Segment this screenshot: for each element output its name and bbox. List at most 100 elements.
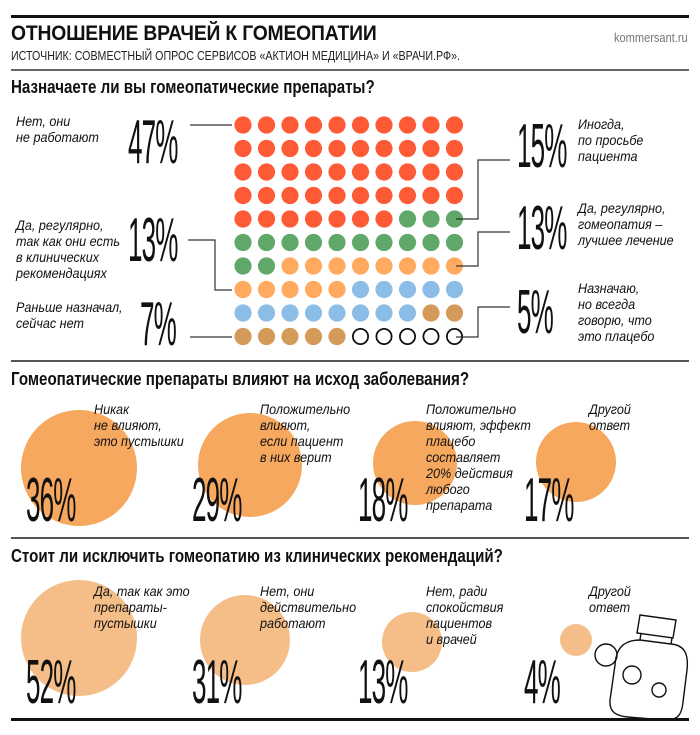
waffle-dot-sometimes bbox=[375, 233, 393, 252]
s2-pct-3: 17% bbox=[524, 466, 574, 535]
waffle-dot-placebo bbox=[422, 327, 440, 345]
waffle-dot-sometimes bbox=[328, 233, 346, 252]
question-3-title: Стоит ли исключить гомеопатию из клиниче… bbox=[11, 546, 503, 566]
pct-best: 13% bbox=[517, 194, 567, 263]
bottle-body-icon bbox=[609, 639, 689, 721]
waffle-dot-no bbox=[304, 163, 323, 181]
brand-link[interactable]: kommersant.ru bbox=[614, 30, 688, 45]
s3-bubble-1 bbox=[200, 595, 290, 685]
waffle-dot-no bbox=[351, 186, 370, 205]
waffle-dot-no bbox=[234, 186, 252, 205]
question-1-title: Назначаете ли вы гомеопатические препара… bbox=[11, 77, 375, 97]
waffle-dot-no bbox=[234, 163, 252, 181]
waffle-dot-best bbox=[304, 280, 323, 299]
waffle-dot-no bbox=[257, 116, 276, 134]
waffle-dot-no bbox=[281, 210, 299, 228]
waffle-dot-best bbox=[234, 280, 252, 299]
waffle-dot-sometimes bbox=[281, 233, 299, 252]
waffle-dot-no bbox=[304, 186, 323, 205]
waffle-dot-best bbox=[257, 280, 276, 299]
waffle-dot-sometimes bbox=[304, 233, 323, 252]
waffle-dot-no bbox=[422, 163, 440, 181]
waffle-dot-sometimes bbox=[398, 210, 417, 228]
waffle-dot-guidelines bbox=[398, 304, 417, 322]
waffle-dot-no bbox=[445, 139, 464, 158]
waffle-dot-sometimes bbox=[422, 210, 440, 228]
waffle-dot-best bbox=[422, 257, 440, 275]
top-rule bbox=[11, 15, 689, 18]
waffle-dot-no bbox=[398, 139, 417, 158]
waffle-dot-no bbox=[375, 186, 393, 205]
label-no: Нет, они не работают bbox=[16, 113, 99, 145]
s2-pct-0: 36% bbox=[26, 466, 76, 535]
waffle-dot-sometimes bbox=[351, 233, 370, 252]
source-note: ИСТОЧНИК: СОВМЕСТНЫЙ ОПРОС СЕРВИСОВ «АКТ… bbox=[11, 48, 461, 63]
s2-bubble-2 bbox=[373, 421, 457, 505]
waffle-dot-guidelines bbox=[304, 304, 323, 322]
bottom-rule bbox=[11, 718, 689, 721]
waffle-dot-former bbox=[304, 327, 323, 346]
waffle-dot-no bbox=[304, 139, 323, 158]
waffle-dot-guidelines bbox=[445, 280, 464, 299]
waffle-dot-no bbox=[445, 186, 464, 205]
waffle-dot-guidelines bbox=[375, 280, 393, 299]
s2-bubble-0 bbox=[21, 410, 137, 526]
waffle-dot-best bbox=[328, 257, 346, 275]
waffle-dot-best bbox=[304, 257, 323, 275]
s2-label-3: Другой ответ bbox=[589, 401, 631, 433]
waffle-dot-sometimes bbox=[445, 233, 464, 252]
waffle-dot-no bbox=[328, 163, 346, 181]
waffle-dot-no bbox=[257, 186, 276, 205]
waffle-dot-guidelines bbox=[281, 304, 299, 322]
waffle-dot-former bbox=[257, 327, 276, 346]
s3-label-2: Нет, ради спокойствия пациентов и врачей bbox=[426, 583, 504, 647]
s3-pct-0: 52% bbox=[26, 648, 76, 717]
waffle-dot-best bbox=[445, 257, 464, 275]
waffle-dot-no bbox=[304, 116, 323, 134]
s3-label-0: Да, так как это препараты- пустышки bbox=[94, 583, 190, 631]
pct-former: 7% bbox=[140, 290, 177, 359]
waffle-dot-sometimes bbox=[445, 210, 464, 228]
waffle-dot-former bbox=[234, 327, 252, 346]
pct-no: 47% bbox=[128, 108, 178, 177]
waffle-dot-no bbox=[375, 116, 393, 134]
waffle-dot-no bbox=[328, 186, 346, 205]
waffle-dot-best bbox=[398, 257, 417, 275]
header-divider bbox=[11, 69, 689, 71]
s3-label-3: Другой ответ bbox=[589, 583, 631, 615]
waffle-dot-best bbox=[351, 257, 370, 275]
waffle-dot-no bbox=[398, 186, 417, 205]
question-2-title: Гомеопатические препараты влияют на исхо… bbox=[11, 369, 470, 389]
bottle-neck-icon bbox=[639, 632, 673, 645]
bottle-cap-icon bbox=[636, 614, 677, 639]
waffle-dot-no bbox=[351, 210, 370, 228]
connector-placebo bbox=[456, 306, 510, 338]
waffle-dot-no bbox=[328, 139, 346, 158]
waffle-dot-sometimes bbox=[398, 233, 417, 252]
waffle-dot-no bbox=[234, 116, 252, 134]
waffle-dot-sometimes bbox=[234, 233, 252, 252]
waffle-dot-guidelines bbox=[398, 280, 417, 299]
s3-pct-1: 31% bbox=[192, 648, 242, 717]
s2-pct-1: 29% bbox=[192, 466, 242, 535]
connector-sometimes bbox=[456, 159, 510, 220]
pct-guidelines: 13% bbox=[128, 206, 178, 275]
waffle-dot-no bbox=[351, 116, 370, 134]
waffle-dot-no bbox=[445, 116, 464, 134]
waffle-dot-sometimes bbox=[257, 257, 276, 275]
waffle-dot-best bbox=[328, 280, 346, 299]
pill-bottle-icon bbox=[594, 614, 689, 721]
s2-pct-2: 18% bbox=[358, 466, 408, 535]
waffle-dot-guidelines bbox=[351, 304, 370, 322]
pill-icon bbox=[622, 665, 642, 685]
waffle-dot-no bbox=[375, 163, 393, 181]
s2-bubble-3 bbox=[536, 422, 616, 502]
s2-label-0: Никак не влияют, это пустышки bbox=[94, 401, 184, 449]
label-sometimes: Иногда, по просьбе пациента bbox=[578, 116, 644, 164]
waffle-dot-no bbox=[257, 139, 276, 158]
s2-label-1: Положительно влияют, если пациент в них … bbox=[260, 401, 351, 465]
waffle-dot-no bbox=[234, 210, 252, 228]
waffle-dot-no bbox=[304, 210, 323, 228]
connector-best bbox=[456, 231, 510, 267]
waffle-dot-former bbox=[328, 327, 346, 346]
